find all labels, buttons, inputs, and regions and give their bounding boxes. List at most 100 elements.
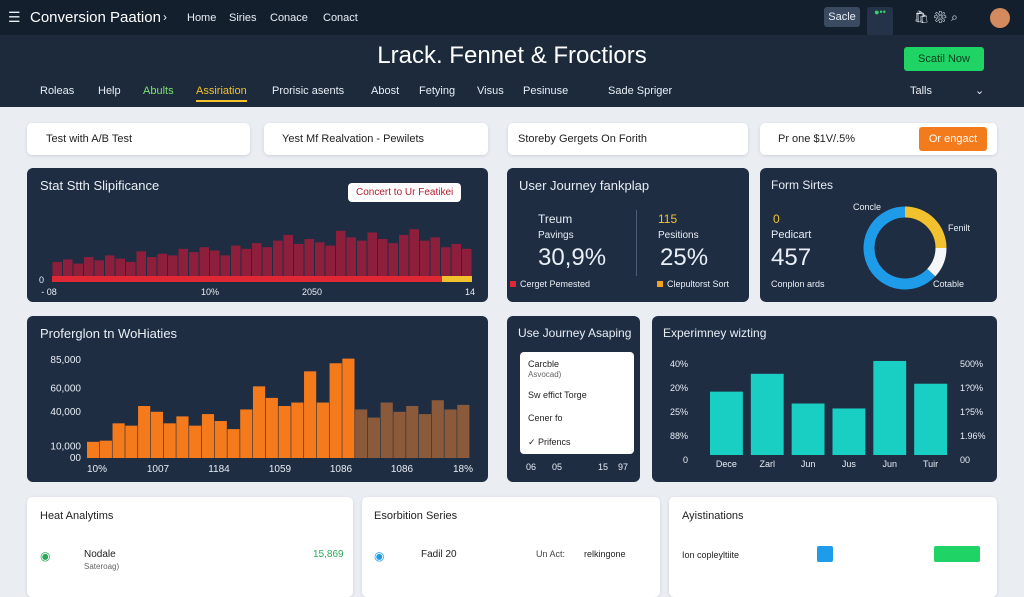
significance-chart: 0 - 08 10% 2050 14 [39,229,475,297]
metric-sublabel: Pedicart [771,229,812,241]
x-tick-label: 10% [201,287,219,297]
bar [147,257,157,280]
bar [399,234,409,280]
bar [157,253,167,280]
bar [914,383,947,455]
nav-link[interactable]: Home [187,12,217,24]
brand[interactable]: Conversion Paation [30,9,161,26]
bar [441,247,451,280]
x-tick-label: Jun [882,459,897,469]
icon [817,546,833,562]
x-tick-label: 18% [453,464,473,475]
tab[interactable]: Fetying [419,85,456,97]
bar [176,416,189,458]
tab[interactable]: Pesinuse [523,85,569,97]
metric-sublabel: Pavings [538,230,574,241]
header [0,35,1024,107]
y-tick-label: 10,000 [50,441,81,452]
bar [420,240,430,280]
tab[interactable]: Roleas [40,85,75,97]
bar [214,421,227,458]
x-tick-label: Tuir [923,459,938,469]
nav-link[interactable]: Conacе [270,12,308,24]
bar [393,411,406,458]
x-tick-label: - 08 [41,287,57,297]
bar [220,255,230,280]
status-bar [934,546,980,562]
bar [199,247,209,280]
panel [27,497,353,597]
menu-item-text: Prifencs [538,437,571,447]
nav-link[interactable]: Siries [229,12,257,24]
tab[interactable]: Assiriation [196,85,247,102]
bar [291,402,304,458]
filter-text: Yest Mf Realvation - Pewilets [282,133,425,145]
annotation: Concert to Ur Featikei [348,183,462,202]
bar [150,411,163,458]
tab[interactable]: Prorisic asents [272,85,345,97]
donut-segment [927,247,947,277]
y-tick-label: 85,000 [50,355,81,366]
bar [73,263,83,280]
menu-subitem: Asvocad) [528,370,562,379]
bar [791,403,825,455]
donut-label: Fenilt [948,223,971,233]
menu-item[interactable]: ✓ Prifencs [528,437,571,447]
bar [367,417,381,458]
baseline-strip [52,276,442,282]
status-icon: ◉ [374,549,385,563]
x-tick-label: 1086 [330,464,353,475]
legend-entry: Cerget Pemested [520,279,591,289]
bar [325,245,335,280]
panel-title: Stat Stth Slipificance [40,178,160,193]
legend-entry: Clepultorst Sort [667,279,730,289]
bar [451,243,461,280]
donut-segment [904,206,947,249]
bar [231,245,241,280]
menu-icon[interactable]: ☰ [8,9,21,25]
icons[interactable]: 🛍 ⚙ ⌕ [914,10,958,24]
row-dropdown[interactable]: relkingone [584,549,626,559]
bar [240,409,253,458]
bar [380,402,393,458]
filter[interactable] [27,123,250,155]
bar [252,243,262,280]
legend-swatch [510,281,516,287]
nav-button[interactable]: Sacle [824,7,860,27]
bar [262,247,272,280]
x-tick-label: Jus [842,459,857,469]
nav-link[interactable]: Conact [323,12,358,24]
filter-button[interactable]: Or engact [919,127,987,151]
avatar[interactable] [990,8,1010,28]
bar [357,240,367,280]
tab[interactable]: Abults [143,85,174,97]
tab[interactable]: Sade Spriger [608,85,673,97]
bar [431,400,444,458]
tab[interactable]: Abost [371,85,400,97]
cta-button[interactable]: Scatil Now [904,47,984,71]
filter[interactable] [264,123,488,155]
bar [346,237,356,280]
bar [418,414,432,458]
y-label-left: 40% [670,359,688,369]
filter-text: Test with A/B Test [46,133,133,145]
tab[interactable]: Visus [477,85,504,97]
tab[interactable]: Help [98,85,121,97]
bar [388,243,398,280]
tab-right[interactable]: Talls [910,85,933,97]
bar [304,239,314,280]
bar [316,402,329,458]
status-icon: ◉ [40,549,51,563]
menu-item[interactable]: Cener fo [528,413,563,423]
bar [283,234,293,280]
bar [189,425,202,458]
y-tick-label: 00 [70,453,82,464]
x-tick-label: 97 [618,462,629,472]
metric-value: 457 [771,244,812,271]
menu-item[interactable]: Carcble [528,359,560,369]
bar [444,409,457,458]
bar [406,406,419,458]
bar [294,243,304,280]
filter[interactable] [508,123,748,155]
menu-item[interactable]: Sw effict Torge [528,390,587,400]
